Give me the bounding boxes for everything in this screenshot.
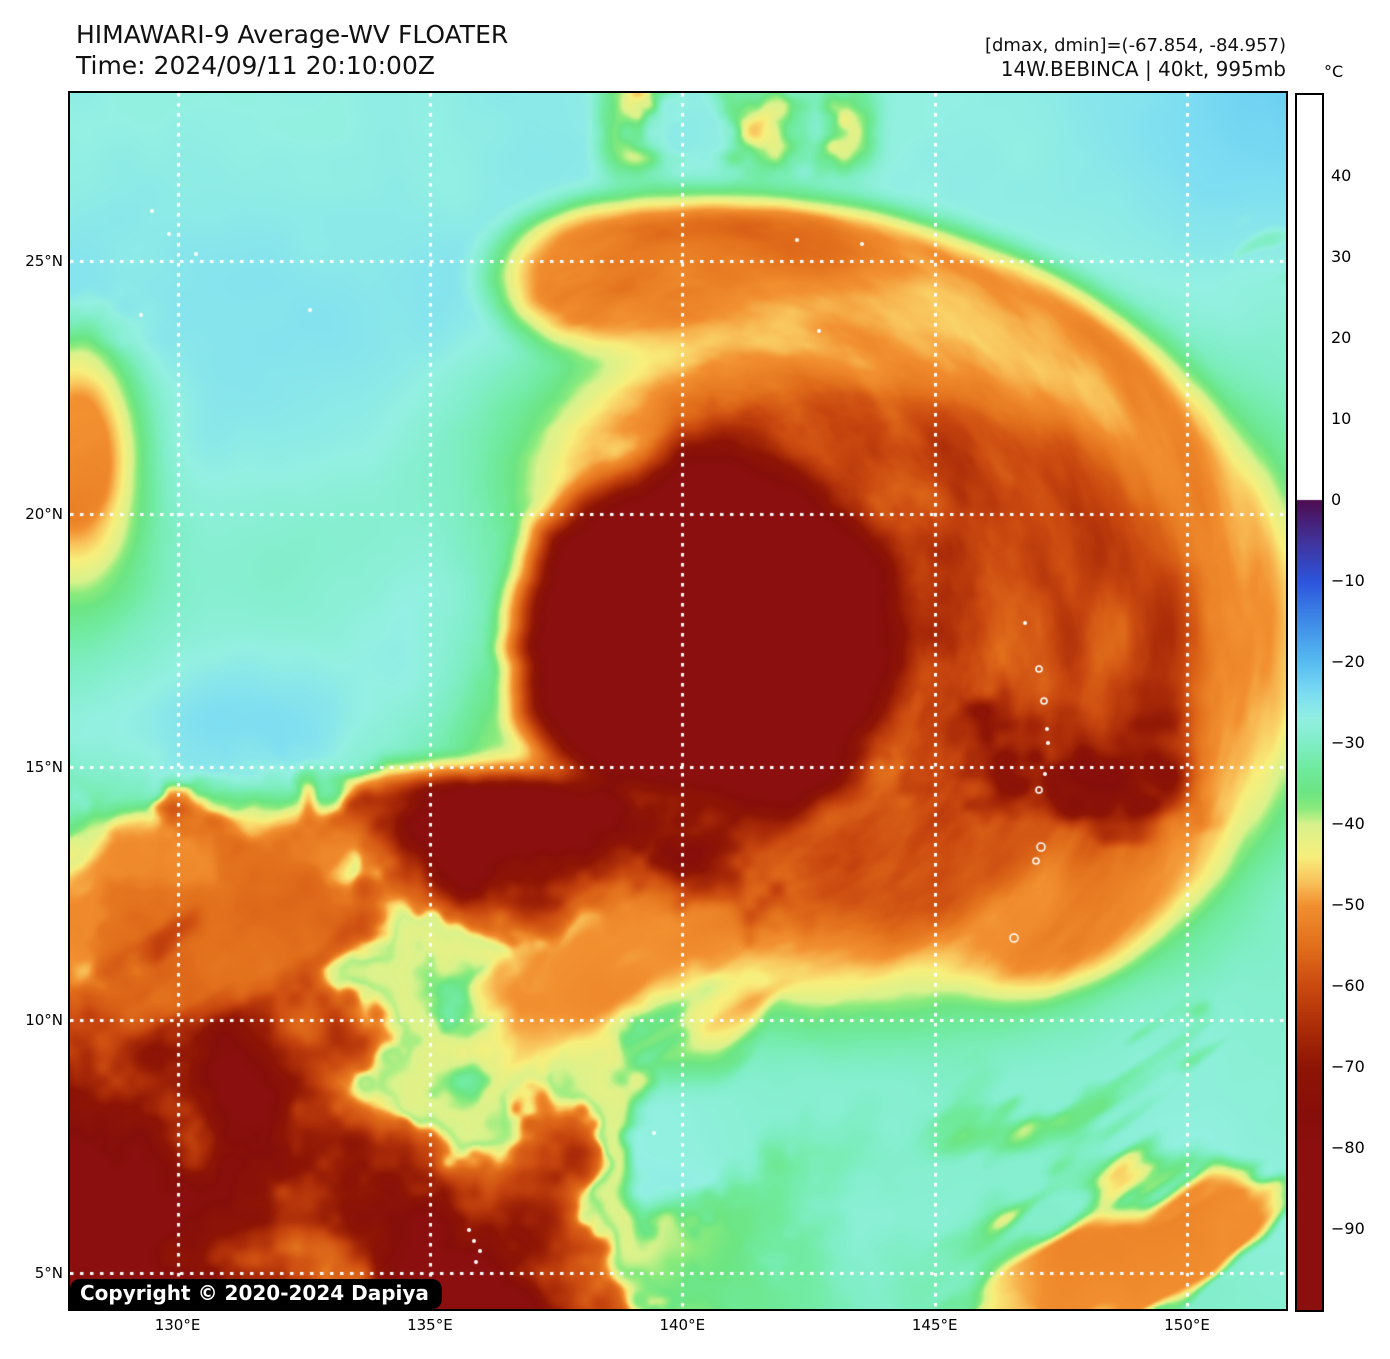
colorbar-tick-label: −30 xyxy=(1331,733,1365,752)
colorbar-tick-label: −70 xyxy=(1331,1057,1365,1076)
dmax-dmin-readout: [dmax, dmin]=(-67.854, -84.957) xyxy=(984,35,1286,56)
x-tick-label: 145°E xyxy=(911,1316,958,1334)
colorbar-tick-label: −60 xyxy=(1331,976,1365,995)
y-tick-label: 25°N xyxy=(25,252,63,271)
title-block: HIMAWARI-9 Average-WV FLOATER Time: 2024… xyxy=(76,19,508,81)
grid-overlay xyxy=(70,93,1286,1309)
colorbar-unit-label: °C xyxy=(1324,62,1344,81)
timestamp: Time: 2024/09/11 20:10:00Z xyxy=(76,51,435,80)
colorbar-tick-label: −50 xyxy=(1331,895,1365,914)
colorbar-tick-label: 10 xyxy=(1331,409,1352,428)
y-tick-label: 15°N xyxy=(25,757,63,776)
x-tick-label: 135°E xyxy=(407,1316,453,1334)
colorbar-tick-label: 40 xyxy=(1331,166,1352,185)
y-tick-label: 10°N xyxy=(25,1010,63,1029)
map-frame: Copyright © 2020-2024 Dapiya xyxy=(68,91,1288,1311)
colorbar-tick-label: −40 xyxy=(1331,814,1365,833)
colorbar-tick-label: 30 xyxy=(1331,247,1352,266)
x-tick-label: 130°E xyxy=(154,1316,201,1334)
colorbar-tick-label: 0 xyxy=(1331,490,1342,509)
colorbar-tick-label: −80 xyxy=(1331,1138,1365,1157)
colorbar-tick-label: −90 xyxy=(1331,1219,1365,1238)
y-tick-label: 5°N xyxy=(34,1263,63,1282)
colorbar-gradient xyxy=(1297,95,1322,1310)
storm-info: 14W.BEBINCA | 40kt, 995mb xyxy=(1000,57,1286,81)
page-title: HIMAWARI-9 Average-WV FLOATER xyxy=(76,20,509,49)
y-tick-label: 20°N xyxy=(25,505,63,524)
info-block: [dmax, dmin]=(-67.854, -84.957) 14W.BEBI… xyxy=(985,34,1286,81)
colorbar-tick-label: 20 xyxy=(1331,328,1352,347)
x-tick-label: 150°E xyxy=(1164,1316,1210,1334)
colorbar xyxy=(1295,93,1324,1312)
colorbar-tick-label: −10 xyxy=(1331,571,1365,590)
copyright-badge: Copyright © 2020-2024 Dapiya xyxy=(70,1279,442,1309)
x-tick-label: 140°E xyxy=(659,1316,706,1334)
colorbar-tick-label: −20 xyxy=(1331,652,1365,671)
